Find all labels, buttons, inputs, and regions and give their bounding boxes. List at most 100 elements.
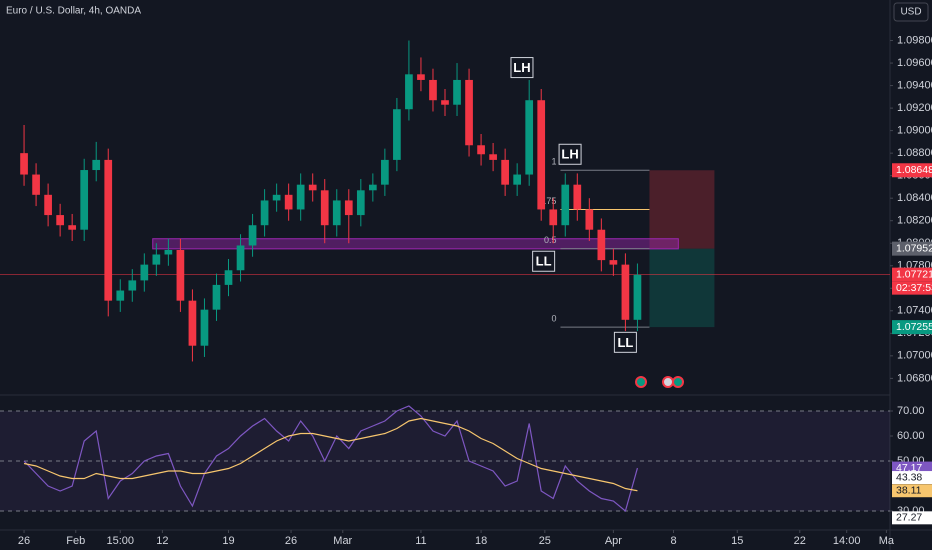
chart-title: Euro / U.S. Dollar, 4h, OANDA [6,6,141,17]
fib-label: 0 [551,313,556,323]
rsi-tick-label: 60.00 [897,430,925,442]
countdown-label: 02:37:53 [896,282,932,294]
candle-body [296,184,305,210]
rsi-marker-label: 27.27 [896,512,922,524]
x-tick-label: 12 [156,535,168,547]
currency-label[interactable]: USD [900,7,921,18]
rsi-tick-label: 70.00 [897,405,925,417]
price-marker [892,241,932,256]
supply-demand-zone [152,238,679,250]
candle-body [585,209,594,230]
candle-body [597,229,606,261]
price-marker [892,267,932,282]
candle-body [621,264,630,320]
candle-body [140,264,149,281]
y-tick-label: 1.08200 [897,215,932,227]
candle-body [320,190,329,226]
y-tick-label: 1.09200 [897,102,932,114]
y-tick-label: 1.09600 [897,57,932,69]
annotation-box [510,57,534,79]
fib-label: 0.5 [544,235,557,245]
rsi-marker-label: 38.11 [896,485,922,497]
candle-body [525,100,534,175]
fib-label: 1 [551,157,556,167]
candle-body [104,159,113,301]
candle-body [176,249,185,301]
candle-body [501,159,509,185]
y-tick-label: 1.07400 [897,305,932,317]
y-tick-label: 1.09400 [897,79,932,91]
y-tick-label: 1.09800 [897,34,932,46]
event-icon[interactable] [662,376,674,388]
candle-body [609,260,618,265]
candle-body [92,159,101,171]
annotation-label: LL [536,254,552,269]
y-tick-label: 1.06800 [897,372,932,384]
rsi-marker-label: 43.38 [896,471,922,483]
candle-body [405,74,413,110]
candle-body [200,309,209,346]
countdown-box [892,281,932,295]
annotation-label: LH [513,60,530,75]
x-tick-label: 15 [731,535,743,547]
x-tick-label: 14:00 [833,535,861,547]
x-tick-label: Feb [66,535,85,547]
candle-body [20,153,28,175]
target-zone [649,248,715,328]
candle-body [633,274,642,320]
price-marker-label: 1.08648 [896,164,932,176]
candle-body [393,109,401,160]
candle-body [236,245,245,271]
y-tick-label: 1.07000 [897,350,932,362]
price-marker-label: 1.07721 [896,268,932,280]
x-tick-label: 11 [415,535,426,547]
candle-body [308,184,317,191]
x-tick-label: 8 [670,535,676,547]
price-marker-label: 1.07952 [896,242,932,254]
y-tick-label: 1.08400 [897,192,932,204]
candle-body [272,194,281,201]
candle-body [356,190,365,216]
price-marker-label: 1.07255 [896,321,932,333]
x-tick-label: 26 [18,535,30,547]
x-tick-label: 22 [794,535,806,547]
x-tick-label: 18 [475,535,487,547]
rsi-line [23,417,638,492]
annotation-box [613,331,637,353]
candle-body [561,184,570,226]
candle-body [344,200,353,216]
candle-body [212,284,221,310]
price-marker [892,320,932,335]
x-tick-label: Ma [879,535,895,547]
candle-body [465,79,473,146]
rsi-band [0,411,890,511]
candle-body [116,290,125,301]
candle-body [248,225,257,246]
stop-zone [649,170,715,249]
annotation-box [532,250,556,272]
rsi-marker [892,471,932,485]
rsi-marker [892,511,932,525]
candle-body [513,174,522,185]
x-tick-label: 15:00 [107,535,135,547]
candle-body [32,174,40,195]
candle-body [381,159,389,185]
candle-body [537,100,546,210]
candle-body [128,280,137,291]
currency-button[interactable] [893,2,929,22]
event-icon[interactable] [635,376,647,388]
candle-body [164,249,173,255]
rsi-line [23,405,639,513]
y-tick-label: 1.08800 [897,147,932,159]
candle-body [573,184,582,210]
candle-body [549,209,558,226]
candle-body [441,100,449,105]
candle-body [188,300,197,346]
candle-body [332,200,341,226]
x-tick-label: 26 [285,535,297,547]
price-marker [892,163,932,178]
x-tick-label: 25 [539,535,551,547]
event-icon[interactable] [672,376,684,388]
candle-body [152,254,161,265]
